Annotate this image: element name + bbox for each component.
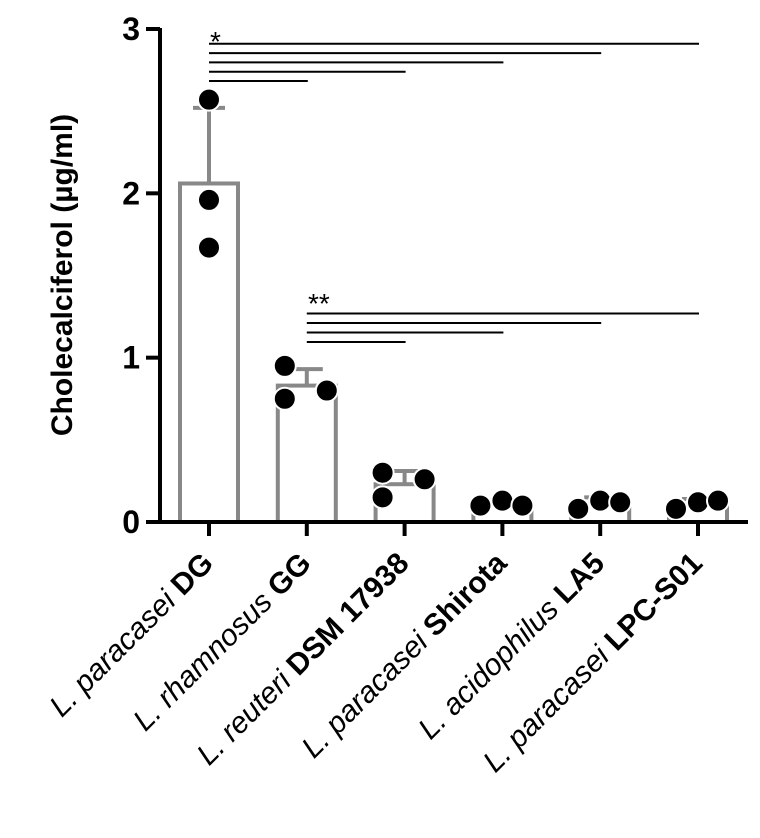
x-tick-label: L. acidophilus LA5: [412, 547, 611, 746]
y-axis-label: Cholecalciferol (µg/ml): [46, 114, 79, 436]
data-point: [511, 495, 533, 517]
data-point: [609, 491, 631, 513]
y-tick-label: 3: [122, 11, 140, 47]
data-point: [198, 89, 220, 111]
significance-label: *: [210, 26, 221, 57]
data-point: [469, 495, 491, 517]
significance-label: **: [308, 288, 330, 319]
data-point: [316, 380, 338, 402]
data-point: [372, 462, 394, 484]
data-point: [491, 490, 513, 512]
data-point: [198, 189, 220, 211]
x-tick-label: L. paracasei DG: [43, 547, 220, 724]
data-point: [589, 490, 611, 512]
y-tick-label: 0: [122, 504, 140, 540]
data-point: [372, 486, 394, 508]
data-point: [665, 498, 687, 520]
y-tick-label: 1: [122, 340, 140, 376]
x-tick-label-strain: LPC-S01: [598, 547, 709, 658]
x-tick-label: L. rhamnosus GG: [127, 547, 318, 738]
y-tick-label: 2: [122, 175, 140, 211]
data-point: [687, 491, 709, 513]
data-point: [198, 237, 220, 259]
x-tick-label-strain: Shirota: [417, 546, 514, 643]
data-point: [567, 498, 589, 520]
bar: [180, 183, 238, 522]
data-point: [707, 490, 729, 512]
data-point: [414, 468, 436, 490]
data-point: [274, 355, 296, 377]
data-point: [274, 388, 296, 410]
